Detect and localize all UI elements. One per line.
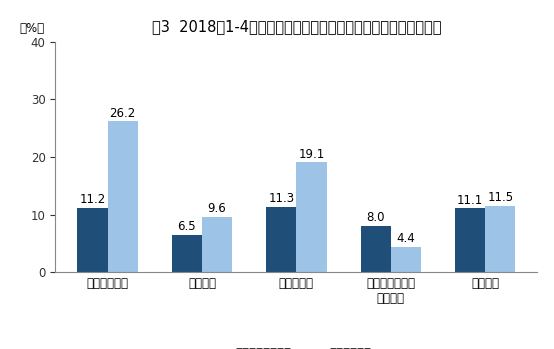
- Text: 6.5: 6.5: [177, 220, 196, 233]
- Title: 图3  2018年1-4月份分经济类型主营业务收入与利润总额同比增速: 图3 2018年1-4月份分经济类型主营业务收入与利润总额同比增速: [152, 19, 441, 34]
- Text: 9.6: 9.6: [208, 202, 227, 215]
- Bar: [78, 208, 107, 272]
- Text: （%）: （%）: [19, 22, 44, 35]
- Bar: [296, 162, 327, 272]
- Text: 26.2: 26.2: [110, 107, 136, 120]
- Bar: [266, 207, 296, 272]
- Bar: [172, 235, 202, 272]
- Text: 11.1: 11.1: [457, 194, 483, 207]
- Text: 4.4: 4.4: [397, 232, 416, 245]
- Legend: 主营业务收入增速, 利润总额增速: 主营业务收入增速, 利润总额增速: [217, 343, 376, 349]
- Bar: [391, 247, 421, 272]
- Text: 11.3: 11.3: [268, 192, 294, 206]
- Text: 11.5: 11.5: [488, 191, 514, 204]
- Bar: [485, 206, 515, 272]
- Bar: [202, 217, 232, 272]
- Bar: [455, 208, 485, 272]
- Text: 19.1: 19.1: [299, 148, 325, 161]
- Text: 8.0: 8.0: [366, 211, 385, 224]
- Text: 11.2: 11.2: [79, 193, 106, 206]
- Bar: [107, 121, 138, 272]
- Bar: [361, 226, 391, 272]
